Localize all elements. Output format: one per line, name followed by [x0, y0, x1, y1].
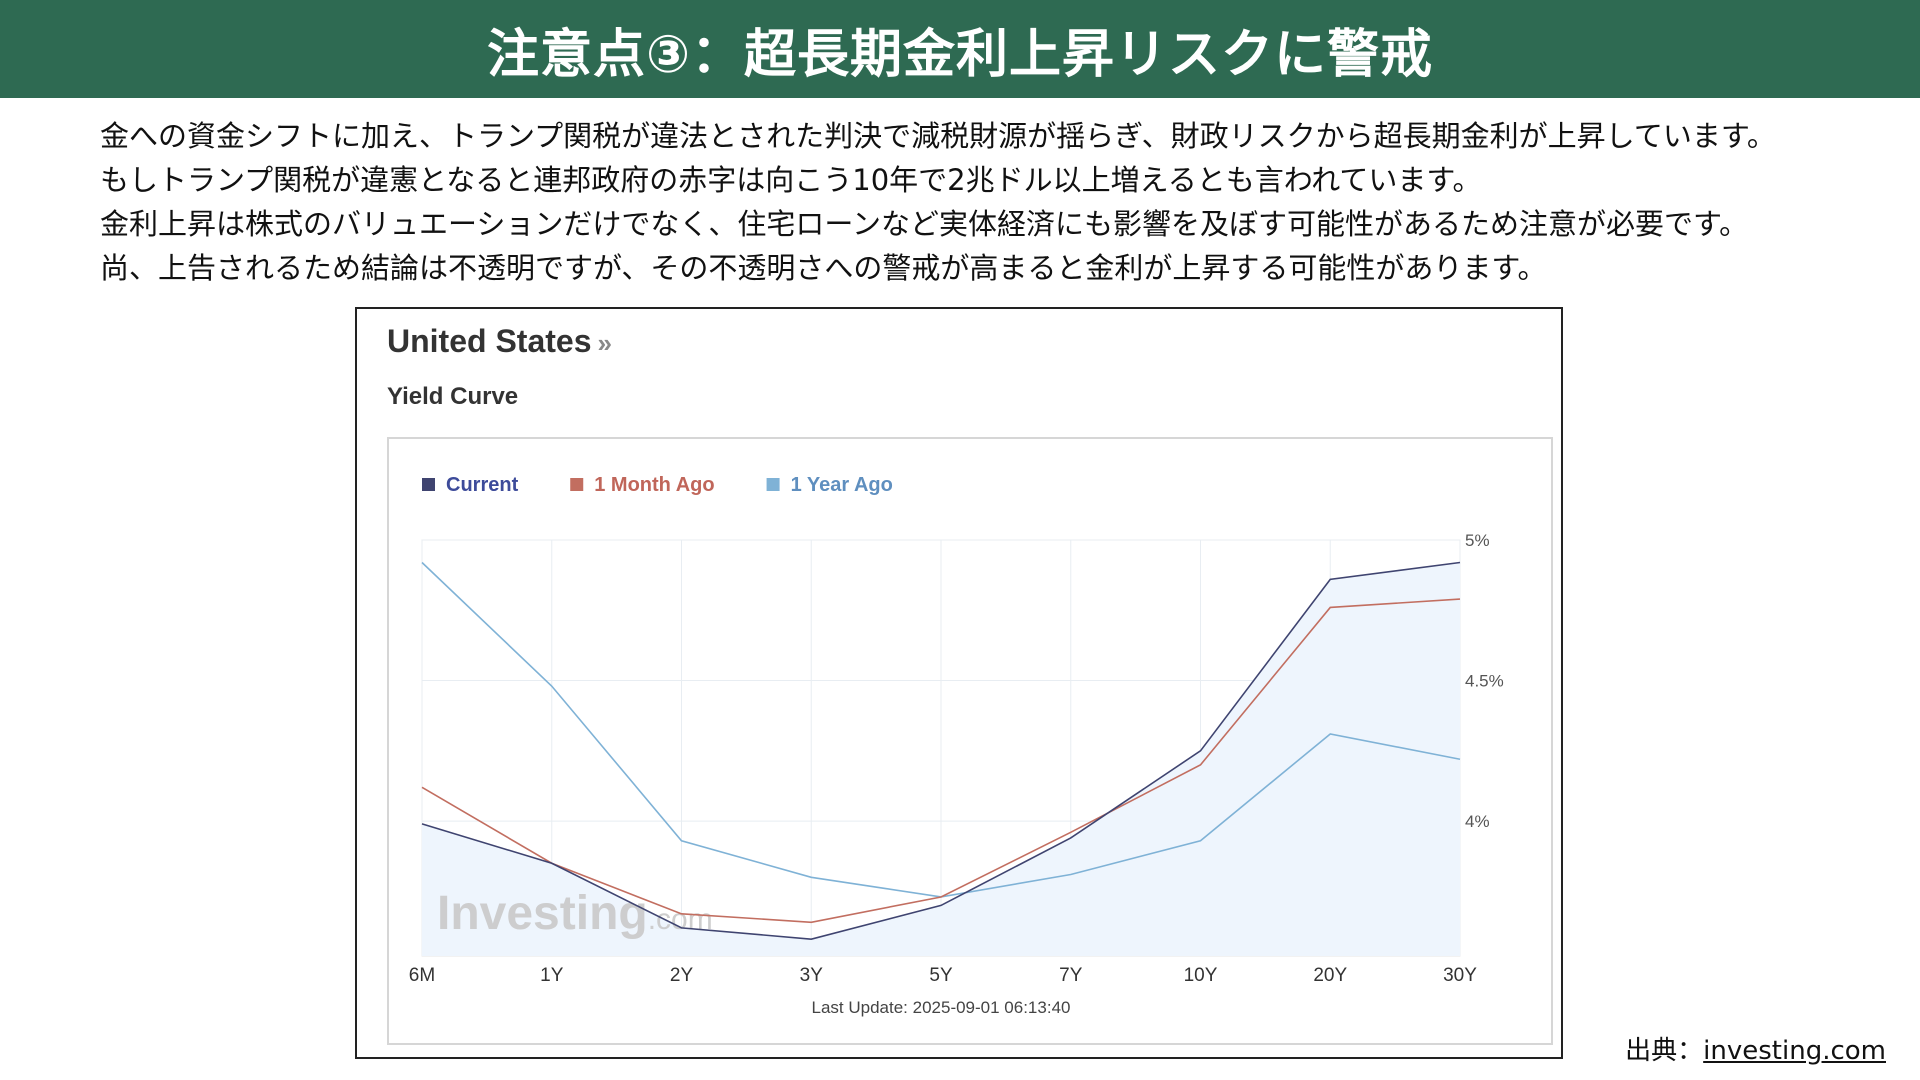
source-link[interactable]: investing.com	[1703, 1036, 1886, 1066]
body-line: 尚、上告されるため結論は不透明ですが、その不透明さへの警戒が高まると金利が上昇す…	[100, 251, 1547, 285]
yield-curve-chart: Investing.com 6M 1Y 2Y 3Y 5Y 7Y 10Y 20Y 30Y 5% 4.5%…	[409, 474, 1504, 1017]
x-tick-label: 10Y	[1184, 965, 1218, 986]
source-label: 出典：	[1625, 1036, 1704, 1066]
x-tick-label: 5Y	[929, 965, 953, 986]
chart-subtitle: Yield Curve	[387, 383, 519, 410]
investing-watermark-logo: Investing.com	[437, 887, 713, 940]
body-line: 金への資金シフトに加え、トランプ関税が違法とされた判決で減税財源が揺らぎ、財政リ…	[100, 119, 1776, 153]
x-tick-label: 2Y	[670, 965, 694, 986]
series-line-1-month-ago	[421, 598, 1461, 924]
watermark-suffix: .com	[648, 903, 713, 936]
page-title: 注意点③：超長期金利上昇リスクに警戒	[486, 24, 1434, 85]
y-tick-label: 4.5%	[1465, 672, 1504, 691]
x-tick-label: 7Y	[1059, 965, 1083, 986]
chart-panel: Investing.com 6M 1Y 2Y 3Y 5Y 7Y 10Y 20Y 30Y 5% 4.5%…	[387, 437, 1553, 1045]
legend-swatch-1-month-ago	[570, 478, 584, 491]
legend-swatch-current	[422, 478, 435, 491]
legend-label: Current	[446, 474, 519, 496]
chart-last-update: Last Update: 2025-09-01 06:13:40	[812, 998, 1071, 1017]
x-tick-label: 6M	[409, 965, 435, 986]
header-bar: 注意点③：超長期金利上昇リスクに警戒	[0, 0, 1920, 98]
series-area-current	[422, 562, 1460, 956]
body-line: 金利上昇は株式のバリュエーションだけでなく、住宅ローンなど実体経済にも影響を及ぼ…	[100, 207, 1749, 241]
chart-country-label[interactable]: United States	[387, 323, 592, 359]
watermark-brand: Investing	[437, 887, 648, 940]
legend-label: 1 Year Ago	[791, 474, 893, 496]
chart-country-arrow-icon[interactable]: »	[597, 328, 612, 358]
body-text: 金への資金シフトに加え、トランプ関税が違法とされた判決で減税財源が揺らぎ、財政リ…	[100, 114, 1880, 290]
x-tick-label: 30Y	[1443, 965, 1477, 986]
body-line: もしトランプ関税が違憲となると連邦政府の赤字は向こう10年で2兆ドル以上増えると…	[100, 163, 1482, 197]
y-tick-label: 5%	[1465, 531, 1490, 550]
x-tick-label: 3Y	[800, 965, 824, 986]
y-tick-label: 4%	[1465, 812, 1490, 831]
legend-swatch-1-year-ago	[766, 478, 780, 491]
x-tick-label: 1Y	[540, 965, 564, 986]
chart-frame: United States» Yield Curve Investing.com…	[355, 307, 1563, 1059]
legend-label: 1 Month Ago	[594, 474, 714, 496]
x-tick-label: 20Y	[1313, 965, 1347, 986]
source-note: 出典：investing.com	[1625, 1030, 1886, 1067]
chart-country-heading[interactable]: United States»	[387, 323, 612, 360]
series-line-current	[421, 561, 1461, 940]
